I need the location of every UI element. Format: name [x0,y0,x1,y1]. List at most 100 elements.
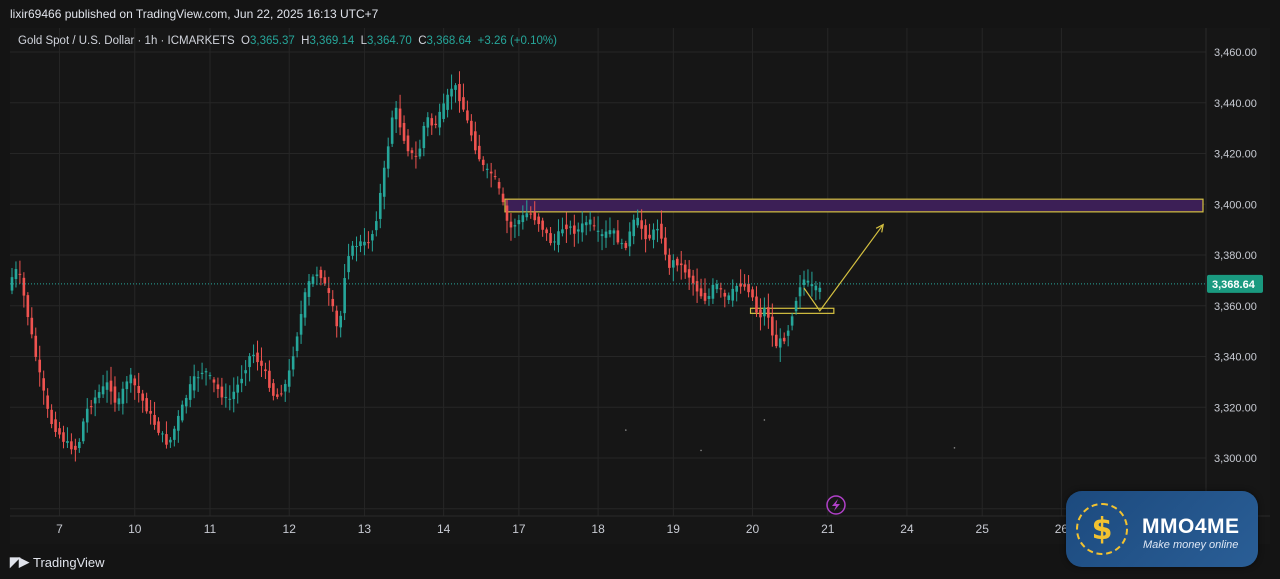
badge-title: MMO4ME [1142,515,1240,538]
candle [196,370,200,392]
candle-body [149,410,152,414]
candle [466,100,469,124]
candle-body [177,415,180,431]
time-tick-label: 7 [56,522,63,536]
candle [565,212,568,243]
candle-body [616,230,620,243]
candle-body [406,135,410,152]
candle-body [810,284,814,287]
candle-body [287,370,291,387]
candle [458,71,461,113]
candle-body [790,316,794,326]
candle [521,205,525,230]
candle [78,438,81,453]
candle [596,216,600,242]
candle-body [786,330,790,336]
candle [81,418,85,444]
candle-body [129,374,133,384]
candle-body [216,384,220,390]
candle [561,217,564,237]
candle [89,399,93,415]
candle-body [192,376,196,391]
candle-body [771,316,774,336]
candle [778,328,782,362]
candle [537,213,540,232]
candle [782,332,786,345]
last-price-label-bg [1207,274,1263,293]
change-value: +3.26 (+0.10%) [477,35,557,47]
candle [719,282,723,298]
candle-body [541,220,544,230]
candle [450,74,453,110]
candle [691,269,695,296]
candle [569,220,572,235]
candle [533,201,537,225]
candle-body [438,111,441,128]
projection-arrowhead [875,223,885,233]
candle-body [343,278,346,314]
time-tick-label: 10 [128,522,142,536]
candle-body [113,386,117,403]
tradingview-icon: ◤▶ [10,554,29,569]
candle [798,274,802,309]
candle [414,141,418,169]
low-label: L [360,35,368,47]
candle-body [339,315,342,328]
candle-body [426,117,430,128]
candle-body [497,182,501,189]
candle [501,187,505,206]
candle-body [755,296,758,313]
candle-body [157,421,160,433]
candle-body [521,215,525,223]
candle-body [501,193,505,203]
candle-body [283,384,287,392]
candle [347,243,350,280]
time-tick-label: 24 [900,522,914,536]
candle [592,216,596,231]
candle-body [727,295,731,301]
last-price-line: 3,368.64 [10,274,1263,293]
candle [541,217,544,237]
candle-body [695,281,699,292]
resistance-zone [504,198,1204,213]
candle-body [778,338,782,348]
candle-body [58,428,61,435]
replay-lightning-icon[interactable] [826,495,846,515]
tradingview-logo[interactable]: ◤▶ TradingView [10,554,105,570]
candle-body [782,337,786,342]
candle [580,211,584,242]
candle [723,289,727,308]
candle [683,259,687,279]
candle-body [145,398,148,412]
candle-body [307,281,311,297]
candle-body [402,123,406,141]
candle-body [442,103,445,119]
candle-body [675,258,679,266]
candle [14,261,18,288]
candle-body [279,393,283,395]
time-tick-label: 26 [1055,522,1069,536]
candle [113,376,117,412]
candle [375,211,378,237]
candle-body [747,283,750,293]
candle [616,220,620,245]
candle [743,274,746,291]
candle [335,305,339,338]
candle [600,229,604,251]
annotation-zones [504,198,1204,314]
candle [343,263,346,321]
candle-body [798,287,802,297]
candle [145,392,148,414]
candle-body [699,288,703,297]
candle [786,325,790,347]
open-value: 3,365.37 [250,35,295,47]
candle [573,214,576,247]
candle-body [315,274,319,277]
candle-body [125,381,129,390]
candle [153,401,156,430]
candle [517,214,521,237]
candle-body [489,171,493,174]
watermark-badge: $ MMO4ME Make money online [1066,491,1258,567]
candle-body [367,242,370,244]
